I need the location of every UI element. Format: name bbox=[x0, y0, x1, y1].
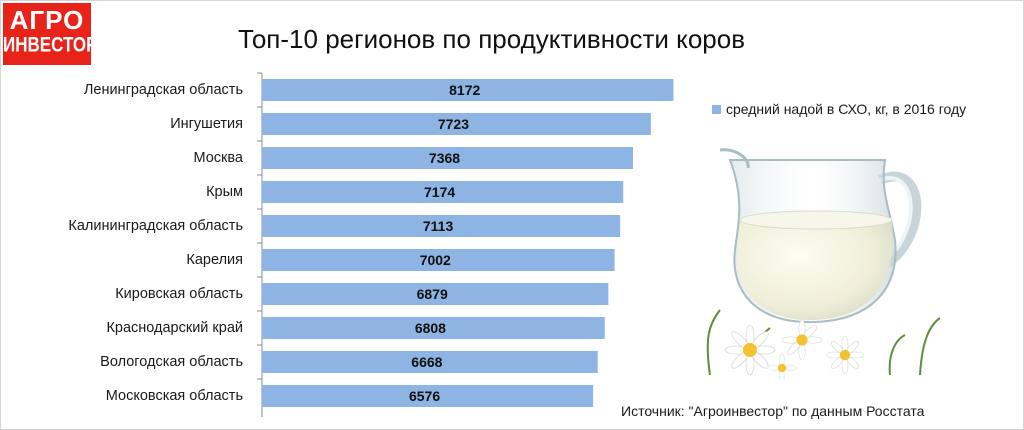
agroinvestor-logo: АГРО ИНВЕСТОР bbox=[3, 3, 98, 65]
category-label: Ингушетия bbox=[170, 116, 243, 132]
bar-3 bbox=[262, 147, 633, 169]
data-label: 7723 bbox=[438, 116, 469, 132]
category-label: Кировская область bbox=[115, 286, 243, 302]
data-label: 6668 bbox=[411, 354, 442, 370]
category-label: Московская область bbox=[106, 388, 243, 404]
data-label: 8172 bbox=[449, 82, 480, 98]
legend-swatch bbox=[712, 104, 721, 114]
data-label: 7113 bbox=[423, 218, 454, 234]
bar-9 bbox=[262, 351, 598, 373]
category-label: Калининградская область bbox=[68, 218, 243, 234]
chart-legend: средний надой в СХО, кг, в 2016 году bbox=[712, 101, 966, 117]
bar-2 bbox=[262, 113, 651, 135]
data-label: 6808 bbox=[415, 320, 446, 336]
category-label: Москва bbox=[193, 150, 243, 166]
data-label: 6879 bbox=[417, 286, 448, 302]
source-note: Источник: "Агроинвестор" по данным Росст… bbox=[621, 403, 925, 419]
milk-jug-with-chamomile-icon bbox=[706, 148, 941, 380]
data-label: 7174 bbox=[424, 184, 455, 200]
chart-title: Топ-10 регионов по продуктивности коров bbox=[238, 24, 746, 54]
legend-label: средний надой в СХО, кг, в 2016 году bbox=[726, 101, 967, 117]
data-label: 7368 bbox=[429, 150, 460, 166]
category-label: Крым bbox=[206, 184, 243, 200]
bar-5 bbox=[262, 215, 621, 237]
category-label: Вологодская область bbox=[100, 354, 243, 370]
bar-4 bbox=[262, 181, 624, 203]
data-label: 6576 bbox=[409, 388, 440, 404]
data-label: 7002 bbox=[420, 252, 451, 268]
logo-line-2: ИНВЕСТОР bbox=[3, 32, 98, 57]
category-label: Краснодарский край bbox=[106, 320, 243, 336]
bar-8 bbox=[262, 317, 605, 339]
bar-7 bbox=[262, 283, 609, 305]
category-label: Карелия bbox=[186, 252, 243, 268]
category-label: Ленинградская область bbox=[84, 82, 243, 98]
bar-1 bbox=[262, 79, 674, 101]
bar-10 bbox=[262, 385, 594, 407]
logo-line-1: АГРО bbox=[9, 5, 85, 35]
chamomile-flowers bbox=[724, 319, 865, 380]
bar-6 bbox=[262, 249, 615, 271]
